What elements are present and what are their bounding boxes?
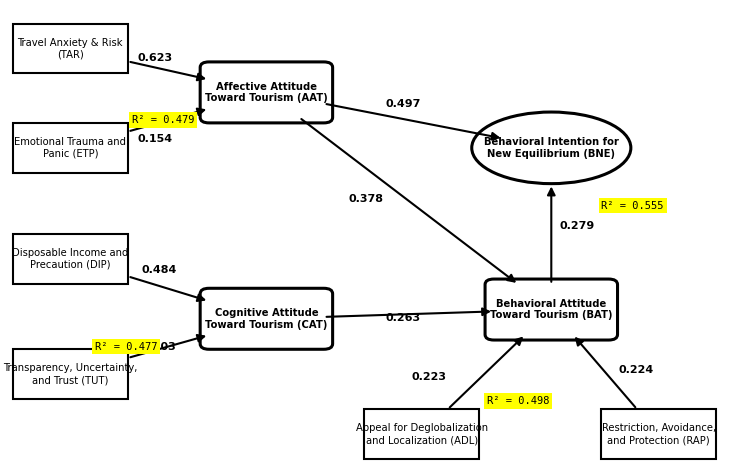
Text: Transparency, Uncertainty,
and Trust (TUT): Transparency, Uncertainty, and Trust (TU… [3,364,138,385]
FancyBboxPatch shape [601,409,716,459]
Text: 0.484: 0.484 [141,265,177,275]
Text: 0.279: 0.279 [559,221,595,231]
FancyBboxPatch shape [200,62,332,123]
Text: Disposable Income and
Precaution (DIP): Disposable Income and Precaution (DIP) [12,248,129,269]
Text: Emotional Trauma and
Panic (ETP): Emotional Trauma and Panic (ETP) [14,137,127,158]
Text: Travel Anxiety & Risk
(TAR): Travel Anxiety & Risk (TAR) [18,38,123,59]
Text: 0.223: 0.223 [411,371,447,382]
Text: Cognitive Attitude
Toward Tourism (CAT): Cognitive Attitude Toward Tourism (CAT) [205,308,328,329]
Text: R² = 0.477: R² = 0.477 [95,341,157,352]
FancyBboxPatch shape [13,349,127,399]
FancyBboxPatch shape [13,123,127,173]
Text: 0.497: 0.497 [386,99,421,109]
Ellipse shape [472,112,630,183]
Text: R² = 0.498: R² = 0.498 [487,396,549,406]
Text: R² = 0.479: R² = 0.479 [132,115,194,125]
FancyBboxPatch shape [13,24,127,73]
FancyBboxPatch shape [485,279,617,340]
FancyBboxPatch shape [200,288,332,349]
Text: 0.154: 0.154 [138,134,173,144]
Text: 0.378: 0.378 [349,194,384,204]
Text: Behavioral Attitude
Toward Tourism (BAT): Behavioral Attitude Toward Tourism (BAT) [490,299,613,320]
Text: Appeal for Deglobalization
and Localization (ADL): Appeal for Deglobalization and Localizat… [356,424,488,445]
Text: 0.303: 0.303 [142,342,176,353]
Text: 0.263: 0.263 [386,313,421,323]
Text: Behavioral Intention for
New Equilibrium (BNE): Behavioral Intention for New Equilibrium… [484,137,619,158]
Text: 0.623: 0.623 [138,53,173,63]
Text: R² = 0.555: R² = 0.555 [602,201,664,211]
Text: 0.224: 0.224 [619,365,654,375]
FancyBboxPatch shape [364,409,480,459]
Text: Restriction, Avoidance,
and Protection (RAP): Restriction, Avoidance, and Protection (… [602,424,716,445]
Text: Affective Attitude
Toward Tourism (AAT): Affective Attitude Toward Tourism (AAT) [205,82,328,103]
FancyBboxPatch shape [13,234,127,284]
